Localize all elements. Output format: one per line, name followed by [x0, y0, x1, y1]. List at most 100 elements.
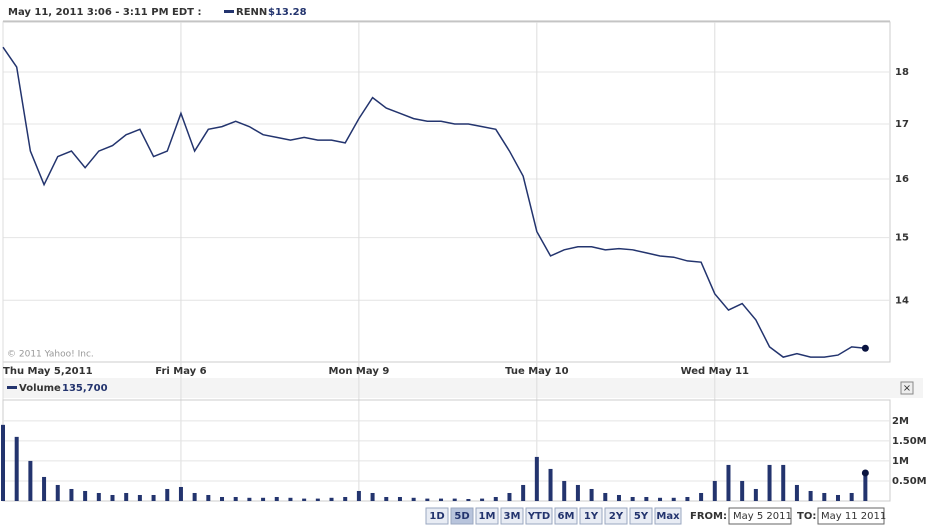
volume-bar [55, 484, 60, 501]
range-button-label[interactable]: 1M [479, 511, 496, 522]
volume-bar [384, 496, 389, 501]
volume-legend-name: Volume [19, 383, 61, 394]
volume-bar [83, 490, 88, 501]
volume-bar [261, 497, 266, 501]
volume-bar [630, 496, 635, 501]
volume-bar [507, 492, 512, 501]
volume-bar [356, 490, 361, 501]
from-label: FROM: [690, 511, 727, 522]
volume-bar [493, 496, 498, 501]
range-button[interactable] [475, 507, 499, 525]
y-tick-label: 1M [892, 456, 909, 467]
x-tick-label: Fri May 6 [155, 366, 206, 377]
volume-bar [411, 497, 416, 501]
volume-bar [835, 494, 840, 501]
range-button-label[interactable]: 5Y [634, 511, 649, 522]
volume-bar [206, 494, 211, 501]
range-button[interactable] [425, 507, 449, 525]
volume-bar [1, 424, 5, 501]
to-input[interactable] [817, 507, 885, 525]
range-button[interactable] [654, 507, 682, 525]
last-volume-point [861, 469, 869, 477]
volume-bar [685, 496, 690, 501]
volume-bar [603, 492, 608, 501]
range-button[interactable] [604, 507, 628, 525]
volume-bar [302, 498, 307, 501]
volume-bar [343, 496, 348, 501]
volume-bar [781, 464, 786, 501]
volume-bar [671, 497, 676, 501]
x-tick-label: Tue May 10 [505, 366, 568, 377]
last-point [861, 344, 869, 352]
volume-bar [699, 492, 704, 501]
close-icon[interactable]: × [903, 383, 911, 394]
y-tick-label: 0.50M [892, 476, 927, 487]
range-button-label[interactable]: 5D [454, 511, 469, 522]
volume-header [3, 378, 923, 398]
from-value[interactable]: May 5 2011 [733, 511, 792, 522]
range-button[interactable] [629, 507, 653, 525]
volume-bar [397, 496, 402, 501]
copyright: © 2011 Yahoo! Inc. [7, 350, 94, 360]
volume-bar [96, 492, 101, 501]
x-tick-label: Mon May 9 [329, 366, 390, 377]
range-button[interactable] [500, 507, 524, 525]
range-button-label[interactable]: YTD [527, 511, 550, 522]
volume-bar [562, 480, 567, 501]
volume-bar [124, 492, 129, 501]
y-tick-label: 2M [892, 416, 909, 427]
volume-bar [521, 484, 526, 501]
to-value[interactable]: May 11 2011 [821, 511, 886, 522]
to-label: TO: [797, 511, 816, 522]
y-tick-label: 18 [895, 67, 909, 78]
volume-legend-value: 135,700 [62, 383, 108, 394]
range-button[interactable] [525, 507, 553, 525]
range-button-label[interactable]: 3M [504, 511, 521, 522]
volume-bar [480, 498, 485, 501]
volume-bar [767, 464, 772, 501]
legend-value: $13.28 [268, 7, 307, 18]
volume-bar [534, 456, 539, 501]
y-tick-label: 16 [895, 174, 909, 185]
volume-bar [548, 468, 553, 501]
volume-bar [822, 492, 827, 501]
volume-bar [165, 488, 170, 501]
volume-bar [794, 484, 799, 501]
volume-bar [726, 464, 731, 501]
volume-bar [589, 488, 594, 501]
volume-bar [439, 498, 444, 501]
x-tick-label: Wed May 11 [681, 366, 749, 377]
volume-bar [151, 494, 156, 501]
volume-bar [220, 496, 225, 501]
volume-bar [849, 492, 854, 501]
volume-bar [616, 494, 621, 501]
from-input[interactable] [728, 507, 792, 525]
range-button-label[interactable]: 1Y [584, 511, 599, 522]
volume-bar [329, 497, 334, 501]
range-button-label[interactable]: 2Y [609, 511, 624, 522]
volume-bar [233, 496, 238, 501]
header-time: May 11, 2011 3:06 - 3:11 PM EDT : [8, 7, 201, 18]
volume-bar [192, 492, 197, 501]
volume-bar [575, 484, 580, 501]
volume-bar [452, 498, 457, 501]
volume-bar [370, 492, 375, 501]
range-button-label[interactable]: 6M [558, 511, 575, 522]
y-tick-label: 14 [895, 295, 909, 306]
range-button[interactable] [554, 507, 578, 525]
range-button-label[interactable]: Max [656, 511, 680, 522]
volume-bar [658, 497, 663, 501]
volume-bar [740, 480, 745, 501]
volume-bar [315, 498, 320, 501]
volume-bar [288, 497, 293, 501]
range-button-label[interactable]: 1D [429, 511, 444, 522]
volume-swatch [7, 386, 17, 389]
volume-bar [110, 494, 115, 501]
close-button[interactable] [900, 381, 914, 395]
volume-bar [466, 498, 471, 501]
volume-bar [14, 436, 19, 501]
range-button[interactable] [579, 507, 603, 525]
range-button[interactable] [450, 507, 474, 525]
